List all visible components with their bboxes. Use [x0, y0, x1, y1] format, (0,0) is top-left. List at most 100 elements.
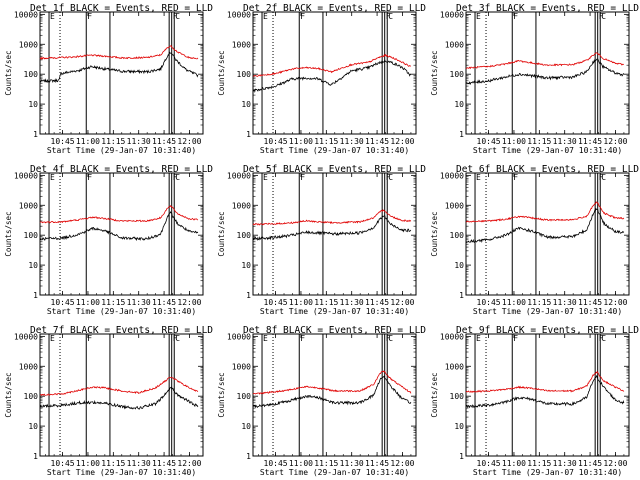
time-marker-label: F	[300, 173, 305, 182]
x-tick-label: 11:45	[578, 459, 602, 468]
x-tick-label: 11:00	[289, 298, 313, 307]
x-axis-label: Start Time (29-Jan-07 10:31:40)	[473, 307, 622, 316]
time-marker-label: C	[601, 173, 606, 182]
y-tick-label: 1	[33, 130, 38, 139]
panel-title: Det 8f BLACK = Events, RED = LLD	[243, 325, 426, 336]
y-tick-label: 100	[450, 392, 465, 401]
plot-frame	[252, 333, 417, 457]
y-tick-label: 100	[24, 231, 39, 240]
x-tick-label: 11:30	[553, 137, 577, 146]
time-marker-label: F	[173, 173, 178, 182]
panel-title: Det 5f BLACK = Events, RED = LLD	[243, 164, 426, 175]
time-marker-label: E	[476, 173, 481, 182]
lld-series-line	[39, 376, 199, 397]
y-tick-label: 100	[237, 392, 252, 401]
y-tick-label: 1	[246, 452, 251, 461]
y-tick-label: 1	[459, 452, 464, 461]
events-series-line	[465, 207, 625, 244]
x-tick-label: 11:45	[365, 459, 389, 468]
time-marker-label: F	[513, 12, 518, 21]
x-tick-label: 11:00	[289, 137, 313, 146]
plot-frame	[465, 333, 630, 457]
y-axis-label: Counts/sec	[4, 372, 13, 417]
panel-title: Det 6f BLACK = Events, RED = LLD	[456, 164, 639, 175]
y-tick-label: 1000	[445, 362, 464, 371]
y-axis-label: Counts/sec	[217, 211, 226, 256]
lld-series-line	[252, 370, 412, 395]
x-tick-label: 11:30	[553, 298, 577, 307]
x-tick-label: 11:15	[527, 459, 551, 468]
x-tick-label: 11:00	[76, 137, 100, 146]
x-tick-label: 11:45	[578, 137, 602, 146]
x-tick-label: 11:15	[527, 137, 551, 146]
panel-title: Det 3f BLACK = Events, RED = LLD	[456, 3, 639, 14]
y-tick-label: 100	[237, 231, 252, 240]
x-tick-label: 11:00	[76, 459, 100, 468]
x-tick-label: 11:15	[314, 137, 338, 146]
y-axis-label: Counts/sec	[217, 372, 226, 417]
x-tick-label: 11:45	[365, 137, 389, 146]
time-marker-label: E	[263, 12, 268, 21]
y-tick-label: 1	[246, 291, 251, 300]
lld-series-line	[465, 201, 625, 223]
y-tick-label: 10	[454, 422, 464, 431]
x-tick-label: 12:00	[177, 137, 201, 146]
y-tick-label: 1	[33, 452, 38, 461]
y-tick-label: 1000	[19, 362, 38, 371]
y-tick-label: 100	[237, 70, 252, 79]
time-marker-label: F	[386, 173, 391, 182]
events-series-line	[465, 58, 625, 86]
y-tick-label: 1	[459, 291, 464, 300]
panel-title: Det 7f BLACK = Events, RED = LLD	[30, 325, 213, 336]
time-marker-label: F	[173, 12, 178, 21]
x-tick-label: 11:45	[578, 298, 602, 307]
y-tick-label: 10	[28, 261, 38, 270]
x-axis-label: Start Time (29-Jan-07 10:31:40)	[260, 146, 409, 155]
time-marker-label: E	[263, 173, 268, 182]
time-marker-label: F	[599, 173, 604, 182]
time-marker-label: E	[50, 12, 55, 21]
events-series-line	[252, 58, 412, 94]
x-tick-label: 10:45	[51, 298, 75, 307]
x-tick-label: 12:00	[177, 459, 201, 468]
x-tick-label: 11:15	[101, 137, 125, 146]
panel-title: Det 9f BLACK = Events, RED = LLD	[456, 325, 639, 336]
plot-frame	[465, 11, 630, 135]
y-tick-label: 100	[450, 231, 465, 240]
y-tick-label: 10	[454, 261, 464, 270]
time-marker-label: F	[386, 12, 391, 21]
x-axis-label: Start Time (29-Jan-07 10:31:40)	[47, 146, 196, 155]
time-marker-label: F	[300, 12, 305, 21]
time-marker-label: F	[173, 334, 178, 343]
time-marker-label: F	[513, 173, 518, 182]
x-tick-label: 11:30	[127, 137, 151, 146]
y-axis-label: Counts/sec	[4, 50, 13, 95]
time-marker-label: C	[601, 12, 606, 21]
x-tick-label: 12:00	[603, 459, 627, 468]
x-tick-label: 11:15	[527, 298, 551, 307]
x-tick-label: 10:45	[477, 137, 501, 146]
lld-series-line	[39, 45, 199, 60]
x-tick-label: 12:00	[390, 298, 414, 307]
y-tick-label: 10	[454, 100, 464, 109]
x-tick-label: 10:45	[51, 137, 75, 146]
x-tick-label: 11:30	[340, 137, 364, 146]
x-tick-label: 10:45	[264, 298, 288, 307]
y-tick-label: 1000	[232, 201, 251, 210]
y-tick-label: 1000	[19, 40, 38, 49]
events-series-line	[252, 215, 412, 241]
x-tick-label: 11:30	[553, 459, 577, 468]
x-axis-label: Start Time (29-Jan-07 10:31:40)	[260, 307, 409, 316]
x-tick-label: 11:30	[127, 298, 151, 307]
y-tick-label: 10000	[14, 332, 38, 341]
x-tick-label: 12:00	[390, 137, 414, 146]
y-tick-label: 10000	[440, 171, 464, 180]
